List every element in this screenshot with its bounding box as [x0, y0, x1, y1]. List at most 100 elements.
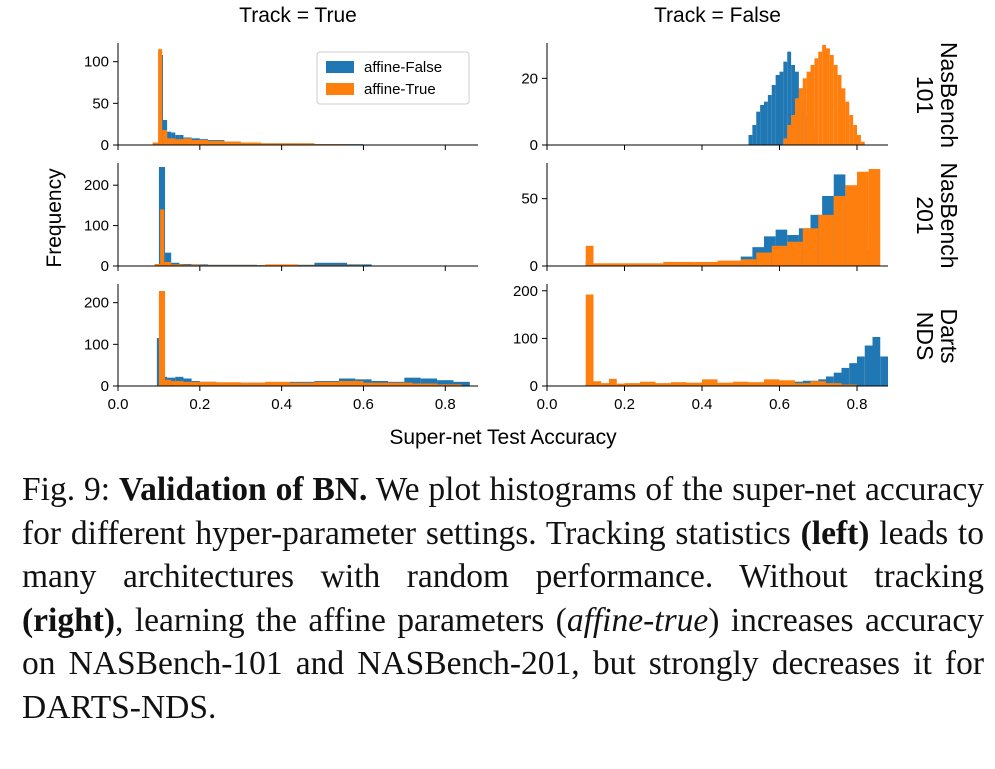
panel-5-y-tick-label-100: 100 — [84, 336, 109, 353]
panel-5-affine-false-bar-18 — [420, 378, 438, 386]
panel-2-affine-true-bar-8 — [810, 65, 815, 145]
panel-2-affine-true-bar-1 — [783, 138, 788, 145]
column-title-2: Track = False — [654, 4, 781, 27]
row-title-3-line-2: NDS — [912, 312, 938, 361]
panel-4-affine-true-bar-3 — [624, 263, 664, 266]
panel-6-affine-true-bar-9 — [671, 382, 687, 386]
panel-4-affine-false-bar-9 — [764, 236, 776, 266]
panel-5-affine-true-bar-6 — [199, 381, 217, 386]
panel-4-affine-true-bar-5 — [694, 261, 718, 266]
panel-2-affine-true-bar-20 — [857, 135, 861, 145]
panel-2-affine-false-bar-12 — [791, 65, 796, 145]
panel-2-affine-true-bar-4 — [795, 98, 799, 145]
panel-2-affine-true-bar-7 — [806, 71, 811, 145]
panel-6-affine-true-bar-15 — [764, 379, 780, 386]
panel-6-affine-false-bar-17 — [872, 336, 881, 386]
panel-6-affine-true-bar-18 — [810, 381, 826, 386]
caption-bold-title: Validation of BN. — [118, 471, 368, 508]
panel-1-affine-true-bar-3 — [162, 130, 168, 145]
panel-6-affine-true-bar-10 — [686, 382, 702, 386]
panel-6-affine-true-bar-1 — [585, 294, 594, 386]
panel-5-affine-true-bar-13 — [363, 382, 388, 386]
panel-6-affine-true-bar-13 — [733, 381, 749, 386]
panel-2-affine-false-bar-8 — [775, 75, 780, 145]
panel-4-affine-true-bar-7 — [740, 259, 757, 266]
panel-3-y-tick-label-0: 0 — [101, 258, 109, 275]
panel-2-affine-true-bar-19 — [853, 125, 858, 145]
panel-4-affine-true-bar-8 — [756, 252, 772, 266]
panel-6-affine-true-bar-14 — [748, 382, 764, 386]
panel-5-x-tick-label-0.0: 0.0 — [108, 396, 129, 413]
row-title-1-line-1: NasBench — [936, 42, 962, 148]
caption-bold-left: (left) — [800, 514, 870, 552]
panel-2-affine-false-bar-10 — [783, 61, 788, 145]
panel-2-affine-false-bar-5 — [764, 101, 768, 145]
panel-5-affine-true-bar-12 — [338, 381, 364, 386]
panel-2-affine-true-bar-14 — [833, 65, 838, 145]
panel-6-y-tick-label-200: 200 — [513, 283, 538, 300]
panel-6-affine-false-bar-18 — [880, 356, 888, 386]
panel-2-y-tick-label-0: 0 — [530, 137, 538, 154]
panel-1-affine-true-bar-9 — [208, 140, 225, 145]
panel-6-affine-true-bar-8 — [655, 383, 671, 386]
panel-4-affine-true-bar-16 — [868, 169, 881, 266]
panel-1-affine-true-bar-4 — [167, 138, 176, 145]
caption-text-3: , learning the affine parameters ( — [115, 601, 567, 639]
figure-caption: Fig. 9: Validation of BN. We plot histog… — [22, 468, 984, 729]
panel-3-affine-true-bar-3 — [164, 261, 172, 266]
panel-3-affine-true-bar-2 — [160, 209, 165, 266]
panel-6-affine-false-bar-14 — [849, 363, 857, 386]
panel-6-affine-true-bar-2 — [593, 381, 602, 386]
panel-6-affine-false-bar-13 — [841, 367, 850, 386]
caption-fig-label: Fig. 9: — [22, 471, 119, 508]
panel-2-affine-false-bar-4 — [760, 105, 765, 145]
panel-3-affine-false-bar-3 — [165, 252, 172, 266]
panel-2-affine-true-bar-12 — [826, 48, 830, 145]
panel-1-affine-true-bar-12 — [261, 143, 282, 145]
panel-4-affine-true-bar-13 — [833, 195, 846, 266]
panel-1-affine-true-bar-8 — [199, 140, 208, 145]
panel-3-affine-true-bar-5 — [183, 264, 200, 266]
panel-5-affine-false-bar-19 — [437, 380, 454, 386]
panel-6-affine-true-bar-11 — [702, 379, 718, 386]
panel-6-affine-true-bar-5 — [616, 383, 625, 386]
legend-swatch-affine-false — [326, 61, 354, 73]
panel-5-affine-false-bar-17 — [404, 377, 421, 386]
panel-1-affine-true-bar-1 — [152, 142, 159, 145]
panel-5-affine-true-bar-16 — [437, 384, 462, 386]
row-title-2-line-1: NasBench — [936, 162, 962, 268]
panel-1-y-tick-label-0: 0 — [101, 137, 109, 154]
panel-2-affine-true-bar-16 — [841, 88, 846, 145]
legend-box — [316, 51, 470, 105]
row-title-1-line-2: 101 — [912, 76, 938, 114]
panel-2-affine-false-bar-7 — [771, 85, 776, 145]
column-title-1: Track = True — [239, 4, 357, 27]
legend-swatch-affine-true — [326, 83, 354, 95]
panel-6-affine-true-bar-6 — [624, 383, 640, 386]
panel-6-affine-false-bar-16 — [864, 345, 873, 386]
panel-1-affine-true-bar-5 — [175, 139, 184, 145]
caption-text-2: leads to many architectures with random … — [22, 514, 984, 596]
panel-4-affine-true-bar-4 — [663, 261, 695, 266]
panel-5-y-tick-label-0: 0 — [101, 378, 109, 395]
panel-5-y-tick-label-200: 200 — [84, 295, 109, 312]
panel-5-affine-true-bar-11 — [314, 381, 339, 386]
caption-text-1: We plot histograms of the super-net accu… — [22, 471, 985, 552]
panel-3-y-tick-label-100: 100 — [84, 218, 109, 235]
panel-5-affine-true-bar-9 — [265, 381, 290, 386]
panel-2-affine-false-bar-1 — [748, 135, 753, 145]
panel-2-affine-false-bar-6 — [767, 95, 772, 145]
panel-6-x-tick-label-0.4: 0.4 — [692, 396, 713, 413]
panel-1-affine-true-bar-13 — [281, 143, 315, 145]
y-axis-label: Frequency — [43, 168, 66, 268]
panel-6-y-tick-label-100: 100 — [513, 330, 538, 347]
panel-4-affine-true-bar-15 — [857, 171, 869, 266]
panel-1-affine-true-bar-2 — [158, 49, 163, 145]
panel-2-affine-false-bar-11 — [787, 51, 792, 145]
panel-2-affine-true-bar-15 — [837, 75, 842, 145]
panel-1-y-tick-label-50: 50 — [92, 95, 109, 112]
panel-1-affine-true-bar-6 — [183, 138, 192, 145]
